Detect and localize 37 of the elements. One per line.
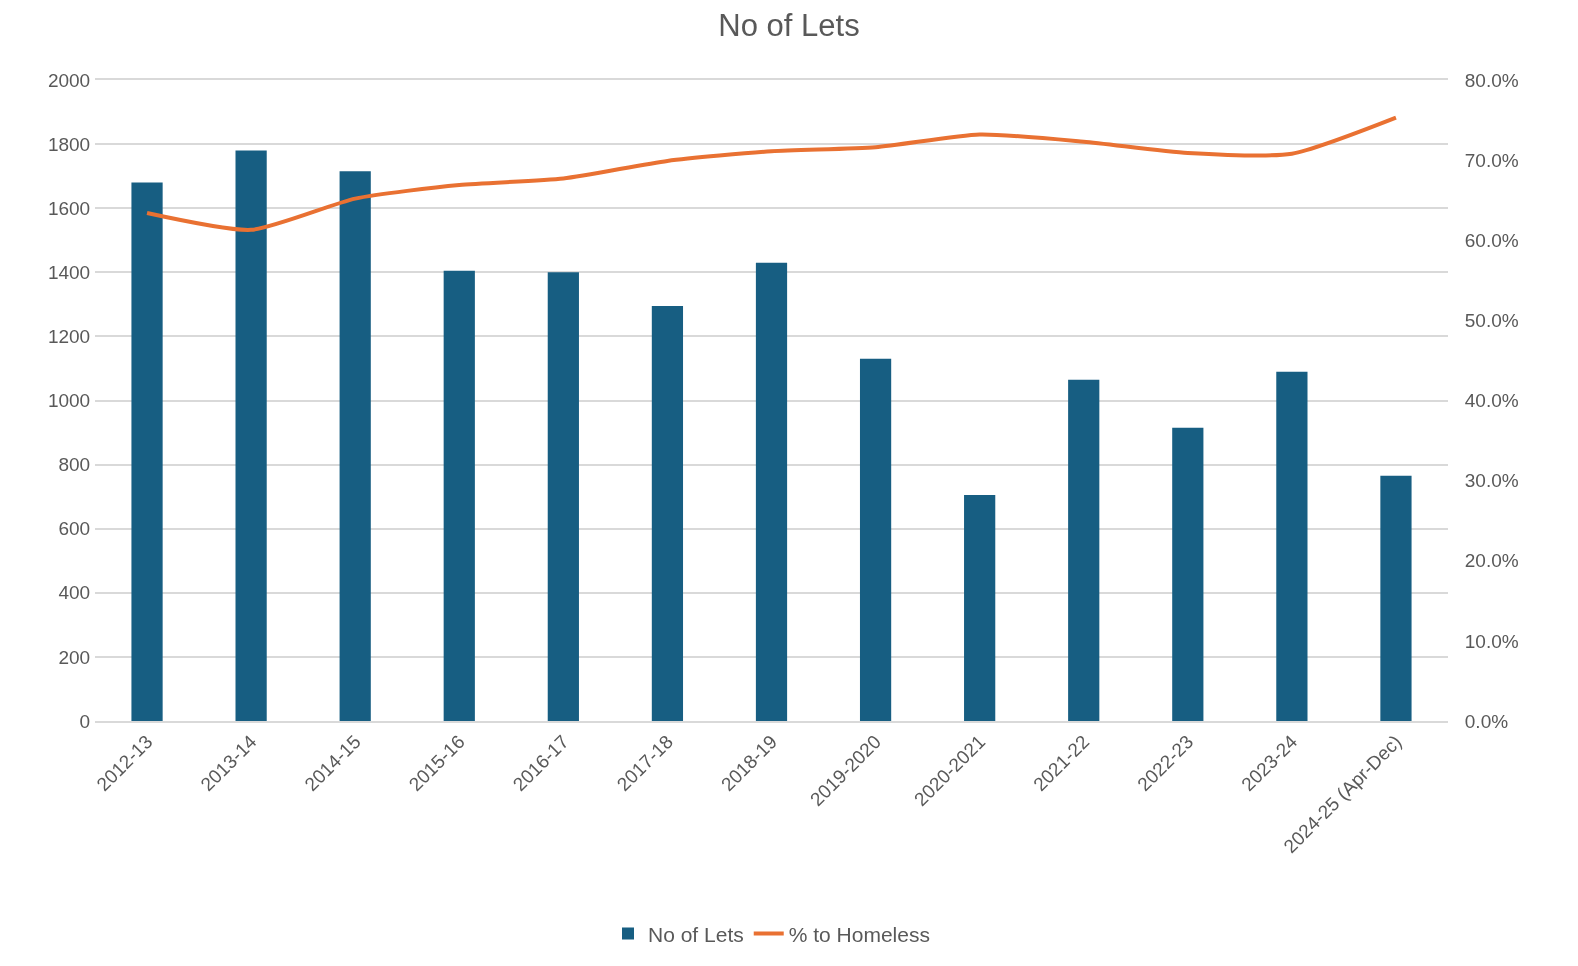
line-series — [145, 115, 1398, 232]
y2-tick-label: 10.0% — [1464, 630, 1519, 652]
legend-label: % to Homeless — [788, 922, 930, 946]
y-tick-label: 1800 — [47, 133, 91, 155]
y2-tick-label: 80.0% — [1464, 69, 1519, 91]
y2-tick-label: 40.0% — [1464, 390, 1519, 412]
y2-tick-label: 30.0% — [1464, 470, 1519, 492]
bar — [755, 262, 788, 721]
y2-tick-label: 20.0% — [1464, 550, 1519, 572]
bar — [131, 182, 163, 721]
y2-tick-label: 0.0% — [1464, 710, 1509, 732]
y-tick-label: 400 — [58, 582, 91, 604]
y-tick-label: 600 — [58, 518, 91, 540]
y2-tick-label: 70.0% — [1464, 149, 1519, 171]
bar — [1068, 379, 1100, 721]
y-tick-label: 1200 — [47, 326, 91, 348]
y-tick-label: 800 — [58, 454, 91, 476]
legend-label: No of Lets — [648, 922, 744, 946]
y-tick-label: 200 — [58, 646, 91, 668]
y-tick-label: 1000 — [47, 390, 91, 412]
y-tick-label: 1400 — [47, 261, 91, 283]
bar — [651, 305, 684, 721]
bar — [1172, 427, 1204, 721]
bar — [547, 272, 579, 721]
y-tick-label: 0 — [79, 710, 91, 732]
bar — [859, 358, 892, 721]
bar — [235, 150, 267, 721]
bar — [1380, 475, 1412, 721]
y2-tick-label: 50.0% — [1464, 310, 1519, 332]
bar — [1276, 371, 1308, 721]
bar — [443, 270, 475, 721]
y-tick-label: 2000 — [47, 69, 91, 91]
bar — [964, 495, 996, 721]
bar — [339, 171, 371, 721]
y-tick-label: 1600 — [47, 197, 91, 219]
chart-title: No of Lets — [718, 8, 860, 44]
y2-tick-label: 60.0% — [1464, 229, 1519, 251]
